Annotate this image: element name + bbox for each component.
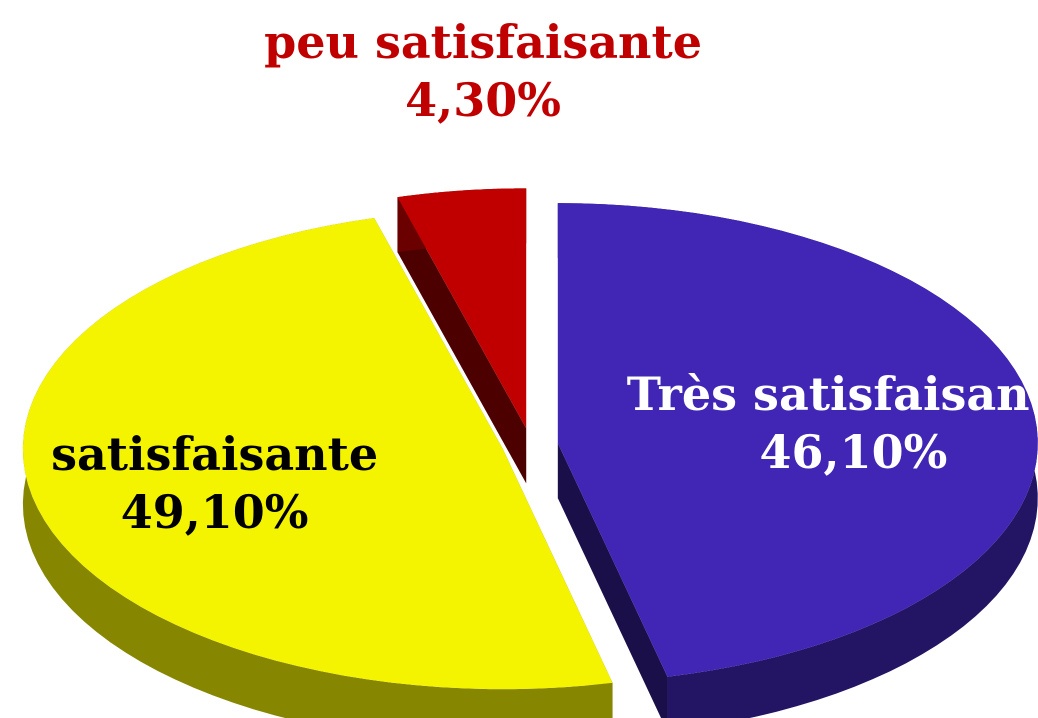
slice-label: satisfaisante: [51, 427, 378, 481]
pie-slice: [557, 203, 1038, 677]
pie-tops: [22, 188, 1038, 690]
slice-value-label: 4,30%: [405, 73, 561, 127]
pie-slice: [397, 188, 527, 429]
slice-wall: [557, 443, 668, 718]
slice-label: peu satisfaisante: [264, 15, 702, 69]
slice-value-label: 46,10%: [760, 425, 948, 479]
pie-slice: [22, 217, 613, 690]
slice-value-label: 49,10%: [121, 485, 309, 539]
slice-label: Très satisfaisante: [627, 367, 1038, 421]
slice-wall: [397, 197, 527, 484]
